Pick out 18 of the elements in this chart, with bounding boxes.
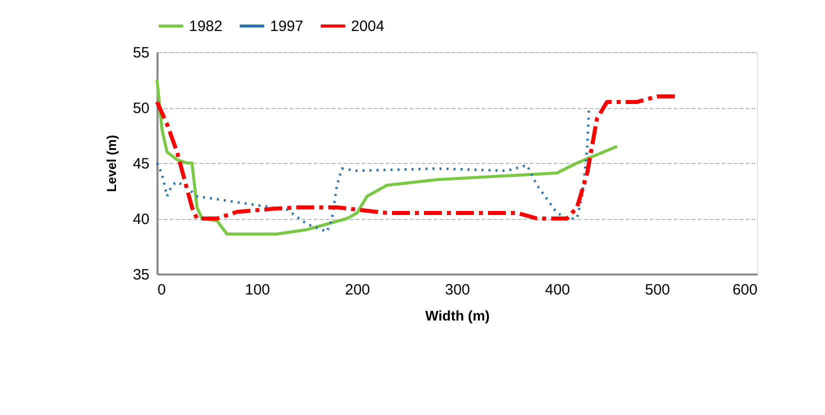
x-tick-label: 0 — [158, 282, 166, 298]
y-tick-label: 50 — [132, 100, 150, 117]
y-tick-label: 45 — [132, 156, 150, 172]
y-tick-label: 40 — [132, 211, 150, 228]
legend-label: 1982 — [189, 18, 222, 35]
y-tick-label: 35 — [132, 266, 150, 284]
legend-label: 2004 — [351, 18, 384, 35]
x-tick-label: 400 — [544, 282, 570, 298]
line-series — [156, 78, 618, 236]
x-tick-label: 100 — [244, 282, 270, 298]
legend-label: 1997 — [270, 18, 304, 35]
x-tick-label: 200 — [344, 282, 370, 298]
y-axis-title: Level (m) — [104, 134, 119, 192]
x-axis-title: Width (m) — [425, 308, 490, 324]
x-tick-label: 600 — [732, 282, 758, 298]
y-tick-label: 55 — [132, 44, 150, 62]
x-tick-label: 500 — [644, 282, 670, 298]
x-tick-label: 300 — [444, 282, 470, 298]
